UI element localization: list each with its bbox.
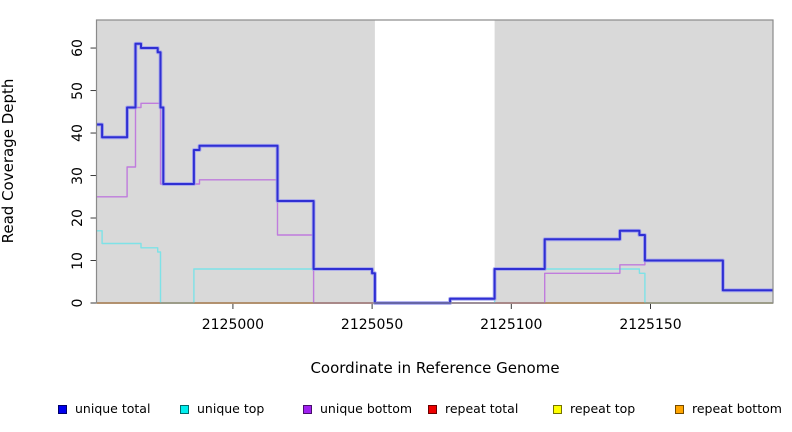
highlight-band (374, 20, 495, 303)
y-tick-label: 50 (70, 81, 86, 100)
y-axis-title: Read Coverage Depth (0, 78, 17, 244)
plot-border (95, 19, 774, 304)
x-tick-label: 2125000 (201, 317, 265, 333)
y-tick-label: 40 (70, 124, 86, 142)
x-tick-label: 2125150 (619, 317, 682, 333)
y-tick-label: 30 (70, 166, 86, 185)
series-line-unique-bottom (96, 102, 773, 304)
y-tick-label: 60 (70, 39, 86, 57)
series-line-unique-total (96, 42, 773, 304)
y-tick-label: 20 (70, 209, 86, 227)
x-tick-label: 2125050 (340, 317, 404, 333)
y-tick-label: 0 (70, 298, 86, 308)
series-line-unique-top (96, 230, 773, 304)
y-tick-label: 10 (70, 251, 86, 270)
x-axis-title: Coordinate in Reference Genome (310, 359, 560, 377)
x-tick-label: 2125100 (480, 317, 543, 333)
